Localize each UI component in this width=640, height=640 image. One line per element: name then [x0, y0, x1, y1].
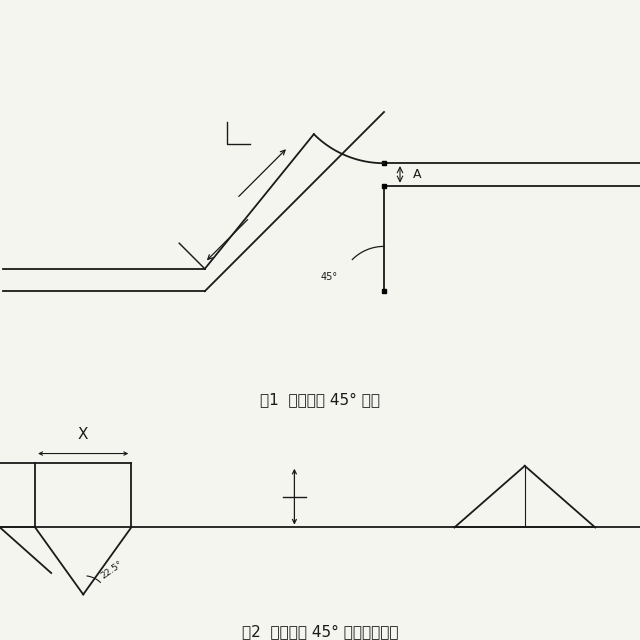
- Text: X: X: [78, 427, 88, 442]
- Text: A: A: [413, 168, 421, 181]
- Text: 图2  上下跳弯 45° 弯头切割尺寸: 图2 上下跳弯 45° 弯头切割尺寸: [242, 625, 398, 639]
- Text: 22.5°: 22.5°: [99, 559, 124, 581]
- Text: 45°: 45°: [321, 271, 338, 282]
- Text: 图1  上下跳弯 45° 弯头: 图1 上下跳弯 45° 弯头: [260, 392, 380, 408]
